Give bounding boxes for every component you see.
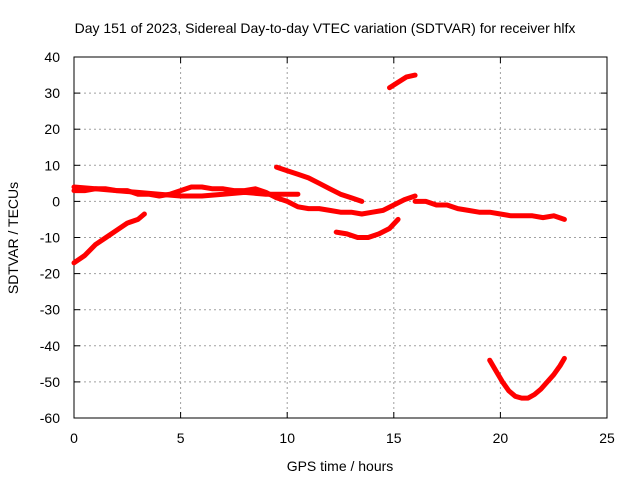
y-tick-label: 10 [44, 157, 60, 173]
y-tick-label: 20 [44, 121, 60, 137]
chart-title: Day 151 of 2023, Sidereal Day-to-day VTE… [75, 20, 576, 36]
x-tick-label: 10 [279, 430, 295, 446]
y-tick-label: -20 [40, 266, 60, 282]
series-line-arc-3 [71, 211, 147, 266]
x-tick-label: 15 [386, 430, 402, 446]
series-line-arc-5 [333, 216, 401, 240]
y-tick-label: 40 [44, 49, 60, 65]
series-line-arc-4 [274, 164, 365, 204]
axis-ticks: 0 5 10 15 20 25 -60 -50 -40 -30 -20 -10 0 10 20 30 40 [40, 49, 615, 446]
series-line-arc-2 [71, 184, 301, 199]
y-tick-label: -30 [40, 302, 60, 318]
y-tick-label: -10 [40, 230, 60, 246]
series-line-arc-6 [387, 72, 418, 91]
data-series [71, 72, 567, 401]
series-line-arc-8 [487, 355, 567, 401]
x-tick-label: 0 [70, 430, 78, 446]
y-tick-label: -40 [40, 338, 60, 354]
x-tick-label: 25 [599, 430, 615, 446]
x-tick-label: 20 [493, 430, 509, 446]
x-axis-label: GPS time / hours [287, 458, 394, 474]
y-tick-label: -50 [40, 374, 60, 390]
y-tick-label: 30 [44, 85, 60, 101]
y-tick-label: -60 [40, 410, 60, 426]
y-axis-label: SDTVAR / TECUs [5, 182, 21, 294]
x-tick-label: 5 [177, 430, 185, 446]
series-line-arc-7 [412, 198, 567, 222]
y-tick-label: 0 [52, 193, 60, 209]
grid [74, 57, 607, 418]
